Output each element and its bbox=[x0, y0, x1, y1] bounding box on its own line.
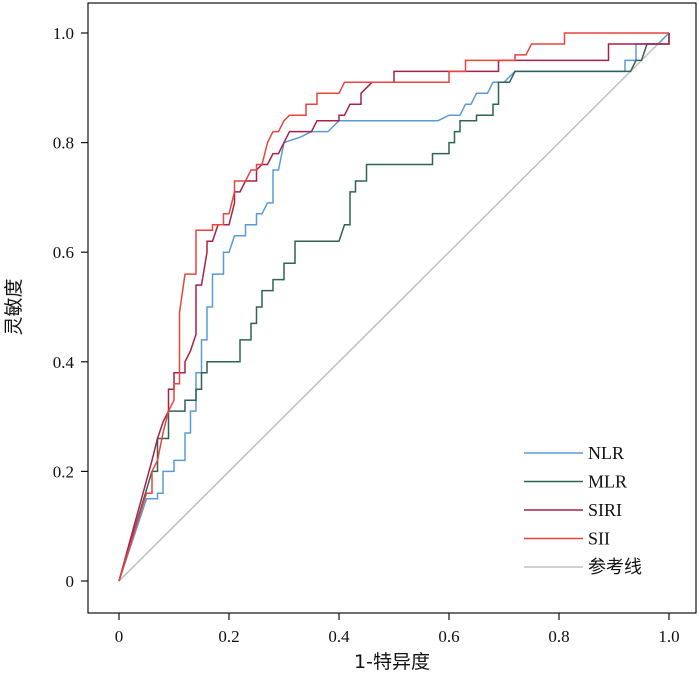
x-tick-label: 0.8 bbox=[548, 627, 569, 646]
y-tick-label: 0 bbox=[66, 572, 75, 591]
legend-label-0: NLR bbox=[588, 443, 624, 463]
x-tick-label: 0.4 bbox=[328, 627, 350, 646]
plot-frame bbox=[87, 2, 697, 614]
legend-label-2: SIRI bbox=[588, 500, 622, 520]
y-tick-label: 0.2 bbox=[53, 462, 74, 481]
series-lines bbox=[118, 32, 670, 582]
legend-label-1: MLR bbox=[588, 472, 627, 492]
series-line-0 bbox=[118, 32, 670, 582]
y-tick-label: 0.6 bbox=[53, 243, 74, 262]
y-axis-title: 灵敏度 bbox=[3, 278, 25, 335]
y-axis: 0 0.2 0.4 0.6 0.8 1.0 bbox=[53, 24, 88, 591]
legend-label-3: SII bbox=[588, 529, 610, 549]
x-axis-title: 1-特异度 bbox=[354, 651, 430, 673]
x-axis: 0 0.2 0.4 0.6 0.8 1.0 bbox=[115, 613, 680, 646]
y-tick-label: 1.0 bbox=[53, 24, 74, 43]
y-tick-label: 0.4 bbox=[53, 353, 75, 372]
x-tick-label: 0.6 bbox=[438, 627, 459, 646]
x-tick-label: 0.2 bbox=[218, 627, 239, 646]
x-tick-label: 0 bbox=[115, 627, 124, 646]
series-line-1 bbox=[118, 33, 670, 582]
series-line-3 bbox=[118, 32, 669, 582]
x-tick-label: 1.0 bbox=[658, 627, 679, 646]
legend: NLR MLR SIRI SII 参考线 bbox=[524, 443, 642, 578]
series-line-4 bbox=[118, 32, 670, 582]
legend-label-4: 参考线 bbox=[588, 557, 642, 578]
y-tick-label: 0.8 bbox=[53, 134, 74, 153]
